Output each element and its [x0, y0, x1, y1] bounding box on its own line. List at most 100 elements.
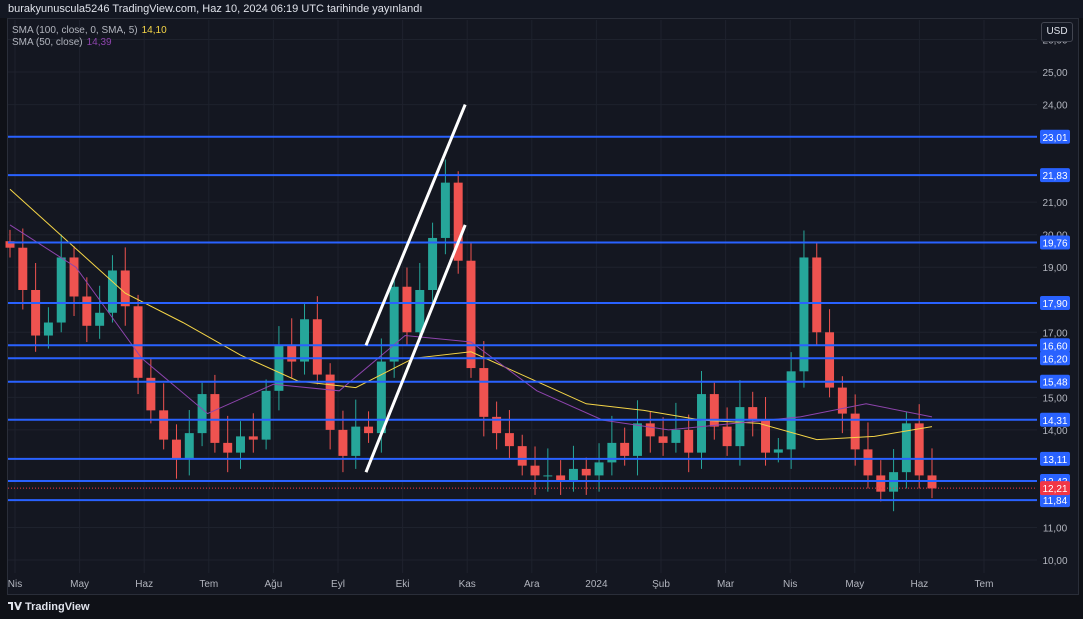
candle-body — [82, 296, 92, 326]
candle-body — [761, 420, 771, 453]
candle-body — [95, 312, 105, 326]
publication-header: burakyunuscula5246 TradingView.com, Haz … — [0, 0, 1083, 18]
candle-body — [607, 442, 617, 463]
level-label: 11,84 — [1043, 496, 1068, 507]
candle-body — [56, 257, 66, 323]
candle-body — [133, 306, 143, 378]
candle-body — [748, 407, 758, 421]
x-tick-label: May — [70, 579, 89, 590]
level-label: 17,90 — [1042, 299, 1067, 310]
candle-body — [466, 260, 476, 369]
x-tick-label: Eyl — [331, 579, 345, 590]
candle-body — [863, 449, 873, 476]
candle-body — [338, 429, 348, 456]
level-label: 21,83 — [1042, 171, 1067, 182]
legend-sma50[interactable]: SMA (50, close) 14,39 — [12, 37, 112, 48]
x-tick-label: Kas — [459, 579, 476, 590]
y-tick-label: 19,00 — [1042, 263, 1067, 274]
x-tick-label: Ağu — [265, 579, 283, 590]
candle-body — [735, 407, 745, 447]
x-tick-label: 2024 — [585, 579, 608, 590]
candle-body — [18, 247, 28, 290]
level-label: 16,20 — [1042, 354, 1067, 365]
level-label: 13,11 — [1043, 455, 1068, 466]
level-label-box — [1040, 296, 1070, 311]
candle-body — [312, 319, 322, 375]
level-label-box — [1040, 129, 1070, 144]
candle-body — [876, 475, 886, 492]
candle-body — [248, 436, 258, 440]
y-tick-label: 15,00 — [1042, 393, 1067, 404]
channel-trendline — [364, 224, 467, 473]
level-label-box — [1040, 235, 1070, 250]
candle-body — [453, 182, 463, 261]
chart-pane[interactable] — [7, 18, 1079, 595]
tradingview-logo: TradingView — [8, 601, 90, 613]
y-tick-label: 14,00 — [1042, 426, 1067, 437]
candle-body — [107, 270, 117, 313]
candle-body — [236, 436, 245, 453]
currency-button[interactable]: USD — [1041, 22, 1073, 42]
candle-body — [517, 446, 527, 466]
candle-body — [287, 345, 297, 362]
legend-sma100-value: 14,10 — [141, 25, 167, 36]
candle-body — [261, 390, 271, 440]
y-tick-label: 10,00 — [1042, 556, 1067, 567]
y-tick-label: 21,00 — [1042, 198, 1067, 209]
y-tick-label: 17,00 — [1042, 328, 1067, 339]
legend-sma100-label: SMA (100, close, 0, SMA, 5) — [12, 25, 138, 36]
candle-body — [210, 394, 220, 443]
candle-body — [697, 394, 706, 453]
x-tick-label: Şub — [652, 579, 670, 590]
tradingview-icon — [8, 602, 22, 610]
candle-body — [223, 442, 233, 453]
candle-body — [722, 426, 732, 447]
candle-body — [825, 332, 835, 388]
candle-body — [799, 257, 809, 372]
candle-body — [684, 429, 694, 453]
level-label-box — [1040, 374, 1070, 389]
level-label-box — [1040, 351, 1070, 366]
candle-body — [440, 182, 450, 238]
candle-body — [120, 270, 130, 307]
current-price-box — [1040, 481, 1070, 496]
x-tick-label: Ara — [524, 579, 540, 590]
candle-body — [594, 462, 604, 476]
candle-body — [581, 468, 591, 476]
candle-body — [325, 374, 335, 430]
x-tick-label: Tem — [199, 579, 218, 590]
level-label-box — [1040, 168, 1070, 183]
candle-body — [171, 439, 181, 460]
x-tick-label: Mar — [717, 579, 735, 590]
candle-body — [146, 377, 156, 411]
y-tick-label: 24,00 — [1042, 101, 1067, 112]
channel-trendline — [364, 104, 467, 346]
current-price-label: 12,21 — [1042, 484, 1067, 495]
tradingview-logo-text: TradingView — [25, 601, 90, 613]
candle-body — [709, 394, 719, 427]
level-label: 14,31 — [1042, 416, 1067, 427]
price-chart[interactable]: 10,0011,0014,0015,0017,0019,0020,0021,00… — [0, 0, 1083, 598]
x-tick-label: Eki — [396, 579, 410, 590]
level-label-box — [1040, 451, 1070, 466]
level-label: 23,01 — [1042, 133, 1067, 144]
candle-body — [5, 241, 15, 248]
candle-body — [556, 475, 566, 482]
x-tick-label: Haz — [135, 579, 153, 590]
level-label-box — [1040, 338, 1070, 353]
candle-body — [274, 345, 284, 391]
candle-body — [773, 449, 783, 453]
x-tick-label: Nis — [8, 579, 22, 590]
legend-sma100[interactable]: SMA (100, close, 0, SMA, 5) 14,10 — [12, 25, 167, 36]
sma100-line — [9, 188, 933, 441]
candle-body — [620, 442, 630, 456]
candle-body — [786, 371, 796, 450]
candle-body — [914, 423, 924, 476]
candle-body — [69, 257, 79, 297]
candle-body — [645, 423, 655, 437]
legend-sma50-value: 14,39 — [86, 37, 112, 48]
candle-body — [376, 361, 386, 434]
candle-body — [351, 426, 361, 456]
x-tick-label: Tem — [975, 579, 994, 590]
candle-body — [671, 429, 681, 443]
